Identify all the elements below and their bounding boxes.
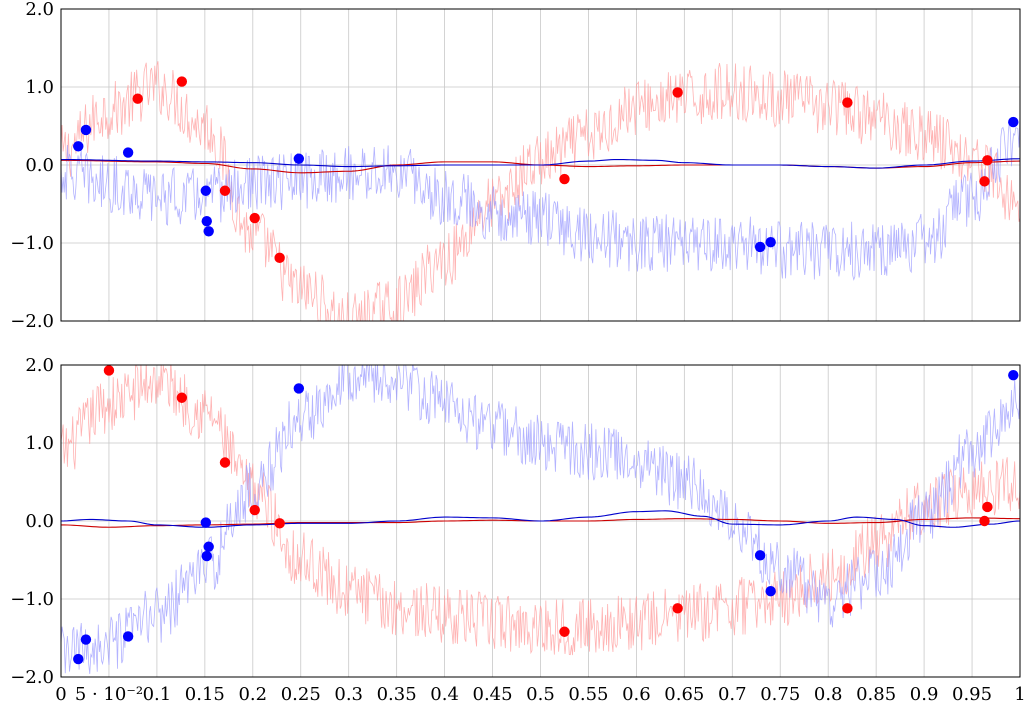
x-tick-label: 0.65 — [664, 684, 704, 705]
x-tick-label: 0.25 — [281, 684, 321, 705]
data-point — [249, 504, 260, 516]
noisy-series-line — [61, 61, 1020, 321]
noisy-series-line — [61, 115, 1020, 281]
data-point — [201, 215, 212, 227]
data-point — [274, 518, 285, 529]
x-tick-label: 0.4 — [430, 684, 459, 705]
data-point — [80, 634, 92, 645]
data-point — [73, 141, 84, 152]
y-tick-label: 0.0 — [25, 155, 54, 176]
x-tick-label: 0.15 — [185, 684, 225, 705]
data-point — [754, 241, 766, 253]
data-point — [274, 252, 285, 264]
data-point — [219, 185, 231, 196]
data-point — [979, 176, 990, 187]
y-tick-label: −2.0 — [10, 667, 54, 688]
smooth-series-line — [61, 510, 1020, 528]
x-tick-label: 0.2 — [238, 684, 267, 705]
data-point — [176, 76, 188, 87]
y-tick-label: 2.0 — [25, 355, 54, 376]
data-point — [979, 515, 990, 527]
data-point — [293, 383, 305, 394]
data-point — [103, 365, 115, 376]
data-point — [200, 517, 212, 528]
data-point — [219, 457, 231, 468]
x-tick-label: 0.8 — [814, 684, 843, 705]
y-tick-label: 0.0 — [25, 511, 54, 532]
x-tick-label: 0.1 — [143, 684, 172, 705]
x-tick-label: 0.55 — [568, 684, 608, 705]
data-point — [765, 237, 776, 248]
smooth-series-line — [61, 158, 1020, 169]
x-tick-label: 5 · 10⁻² — [75, 684, 143, 705]
x-tick-label: 0.7 — [718, 684, 747, 705]
x-tick-label: 1 — [1014, 684, 1025, 705]
data-point — [201, 550, 212, 562]
data-point — [176, 392, 188, 403]
y-tick-label: 1.0 — [25, 433, 54, 454]
x-tick-label: 0.5 — [526, 684, 555, 705]
data-point — [982, 155, 993, 166]
x-tick-label: 0.45 — [473, 684, 513, 705]
y-tick-label: −1.0 — [10, 233, 54, 254]
x-tick-label: 0.95 — [952, 684, 992, 705]
y-tick-label: 2.0 — [25, 0, 54, 20]
noisy-series-line — [61, 365, 1020, 656]
data-point — [1008, 369, 1019, 381]
x-tick-label: 0.75 — [760, 684, 800, 705]
data-point — [754, 550, 766, 561]
data-point — [559, 173, 570, 185]
data-point — [559, 626, 570, 637]
y-tick-label: −1.0 — [10, 589, 54, 610]
data-point — [122, 147, 134, 158]
x-tick-label: 0.35 — [377, 684, 417, 705]
data-point — [672, 603, 683, 614]
data-point — [80, 124, 92, 136]
data-point — [249, 212, 260, 224]
data-point — [122, 631, 134, 642]
data-point — [842, 97, 853, 108]
data-point — [73, 653, 84, 665]
y-tick-label: −2.0 — [10, 311, 54, 332]
noisy-series-line — [61, 365, 1020, 674]
plot-frame — [60, 364, 1021, 678]
data-point — [765, 586, 776, 597]
data-point — [293, 153, 305, 164]
data-point — [203, 541, 214, 552]
bottom-panel: −2.0 −1.0 0.0 1.0 2.0 0 5 · 10⁻² 0.1 0.15 0.2 0.25… — [10, 355, 1025, 705]
x-tick-label: 0 — [55, 684, 66, 705]
data-point — [672, 87, 683, 98]
data-point — [203, 226, 214, 237]
data-point — [982, 501, 993, 513]
data-point — [200, 185, 212, 196]
x-tick-label: 0.6 — [622, 684, 651, 705]
x-tick-label: 0.85 — [856, 684, 896, 705]
data-point — [842, 603, 853, 614]
x-tick-label: 0.3 — [334, 684, 363, 705]
data-point — [132, 93, 143, 104]
x-tick-label: 0.9 — [910, 684, 939, 705]
data-point — [1008, 116, 1019, 128]
y-tick-label: 1.0 — [25, 77, 54, 98]
top-panel: −2.0 −1.0 0.0 1.0 2.0 — [10, 0, 1021, 332]
plot-frame — [60, 8, 1021, 322]
